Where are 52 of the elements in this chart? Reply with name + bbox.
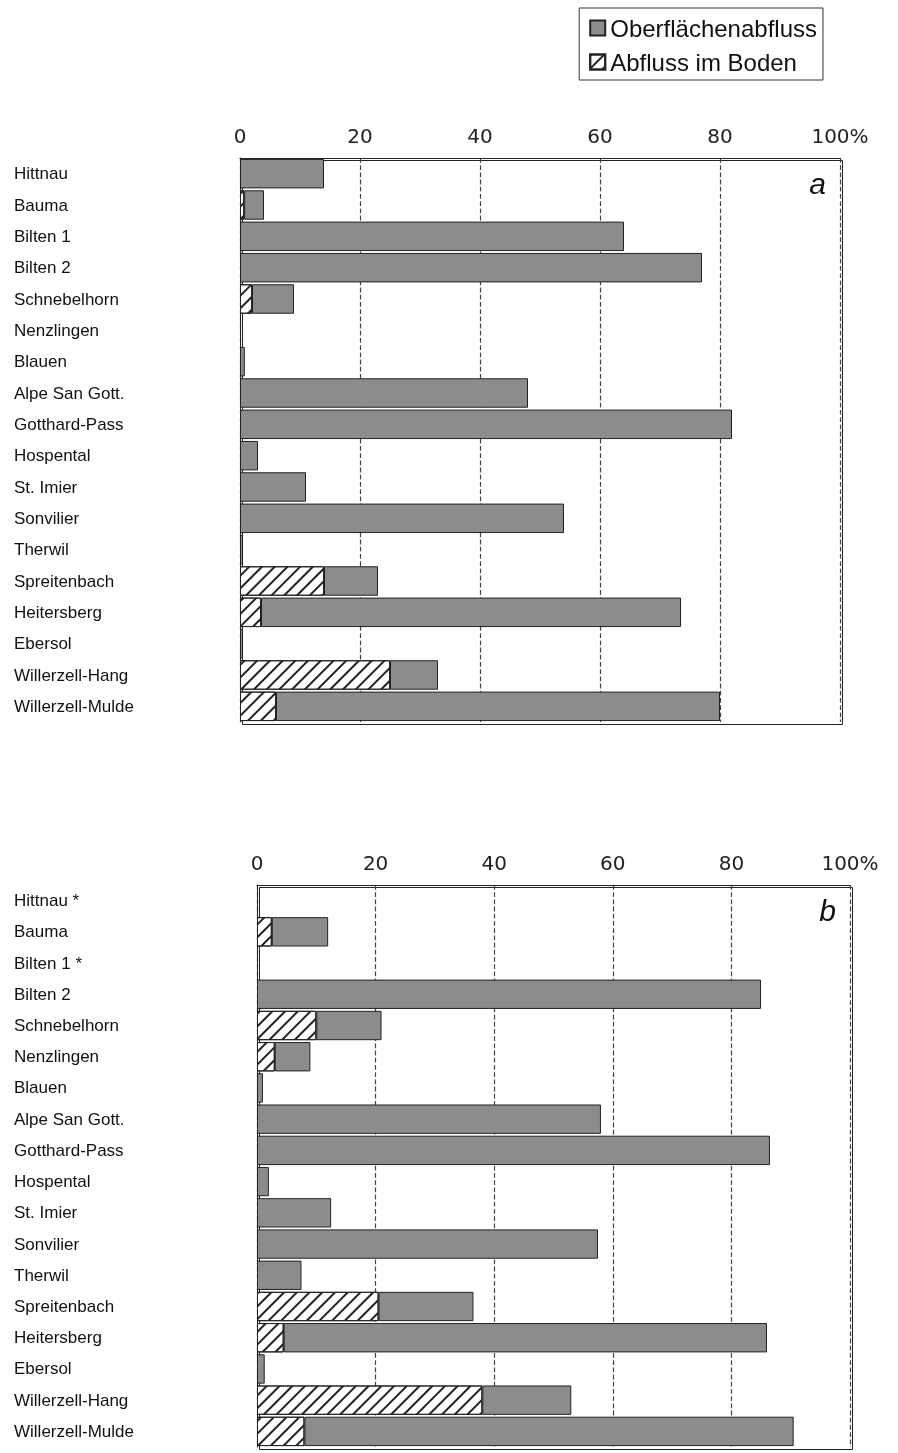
y-tick-label: Spreitenbach	[14, 571, 115, 591]
y-tick-label: Willerzell-Hang	[14, 1390, 129, 1410]
y-tick-label: Hittnau	[14, 164, 68, 184]
annotation: b	[819, 893, 836, 927]
y-tick-label: Ebersol	[14, 634, 72, 654]
y-tick-label: Bilten 1	[14, 226, 71, 246]
y-tick-label: Hittnau *	[14, 891, 80, 911]
y-tick-label: Heitersberg	[14, 1328, 102, 1348]
y-tick-label: St. Imier	[14, 477, 78, 497]
y-tick-label: Bilten 1 *	[14, 953, 83, 973]
x-tick-label: 80	[707, 124, 733, 148]
y-tick-label: Blauen	[14, 1078, 67, 1098]
y-tick-label: Willerzell-Mulde	[14, 696, 134, 716]
y-tick-label: Blauen	[14, 352, 67, 372]
annotation: a	[809, 166, 826, 200]
y-tick-label: St. Imier	[14, 1203, 78, 1223]
x-tick-label: 100%	[811, 124, 869, 148]
x-tick-label: 60	[587, 124, 613, 148]
y-tick-label: Therwil	[14, 540, 69, 560]
x-tick-label: 20	[362, 851, 389, 875]
y-tick-label: Schnebelhorn	[14, 1016, 119, 1035]
y-tick-label: Therwil	[14, 1265, 69, 1285]
x-tick-label: 100%	[821, 851, 879, 875]
y-tick-label: Bauma	[14, 195, 69, 215]
x-tick-label: 0	[250, 851, 264, 875]
y-tick-label: Bilten 2	[14, 984, 71, 1004]
legend-label: Abfluss im Boden	[610, 48, 797, 76]
y-tick-label: Willerzell-Hang	[14, 665, 129, 685]
x-tick-label: 80	[718, 851, 745, 875]
y-tick-label: Nenzlingen	[14, 1047, 100, 1067]
y-tick-label: Sonvilier	[14, 1234, 80, 1254]
y-tick-label: Schnebelhorn	[14, 289, 119, 309]
legend-label: Oberflächenabfluss	[610, 14, 818, 42]
x-tick-label: 40	[467, 124, 493, 148]
y-tick-label: Willerzell-Mulde	[14, 1421, 134, 1441]
y-tick-label: Alpe San Gott.	[14, 383, 125, 403]
y-tick-label: Ebersol	[14, 1359, 72, 1379]
y-tick-label: Spreitenbach	[14, 1297, 115, 1316]
y-tick-label: Nenzlingen	[14, 320, 100, 340]
y-tick-label: Gotthard-Pass	[14, 1140, 124, 1160]
y-tick-label: Heitersberg	[14, 602, 102, 622]
y-tick-label: Gotthard-Pass	[14, 414, 124, 434]
y-tick-label: Bauma	[14, 922, 69, 942]
x-tick-label: 40	[481, 851, 507, 875]
y-tick-label: Alpe San Gott.	[14, 1109, 125, 1129]
y-tick-label: Hospental	[14, 446, 91, 466]
y-tick-label: Hospental	[14, 1172, 91, 1192]
x-tick-label: 0	[233, 124, 247, 148]
y-tick-label: Bilten 2	[14, 258, 71, 278]
x-tick-label: 20	[347, 124, 373, 148]
x-tick-label: 60	[600, 851, 626, 875]
y-tick-label: Sonvilier	[14, 508, 80, 528]
